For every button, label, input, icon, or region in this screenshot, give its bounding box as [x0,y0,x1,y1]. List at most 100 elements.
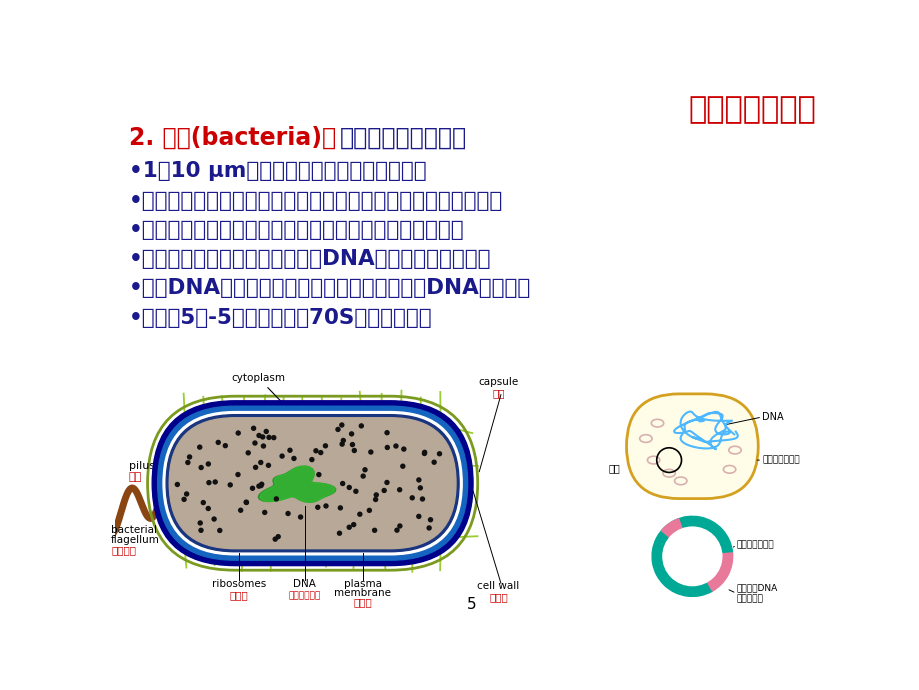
Circle shape [346,485,352,490]
Circle shape [323,443,328,448]
Circle shape [417,485,423,491]
Circle shape [336,531,342,536]
Circle shape [217,528,222,533]
Circle shape [394,527,399,533]
Wedge shape [661,519,682,538]
Text: 原核细胞的典型代表: 原核细胞的典型代表 [339,126,466,150]
Circle shape [381,488,387,493]
Circle shape [187,454,192,460]
Circle shape [400,464,405,469]
Circle shape [266,435,271,440]
Circle shape [291,456,296,461]
Circle shape [309,457,314,462]
Text: 质粒: 质粒 [607,463,619,473]
Circle shape [222,443,228,448]
Text: •细胞壁的主要成分为肽聚糖；有些菌壁外有多肽和多糖组成荚膜: •细胞壁的主要成分为肽聚糖；有些菌壁外有多肽和多糖组成荚膜 [129,190,503,210]
Circle shape [426,525,431,531]
Circle shape [340,437,346,443]
Text: 抗生素抗性基因: 抗生素抗性基因 [736,540,773,549]
Circle shape [245,450,251,455]
Circle shape [266,462,271,468]
Circle shape [314,504,320,510]
Circle shape [372,497,378,502]
Circle shape [200,500,206,505]
Circle shape [350,522,356,527]
Circle shape [198,520,203,526]
Circle shape [238,508,244,513]
Circle shape [384,445,390,450]
Circle shape [339,442,345,447]
Circle shape [437,451,442,457]
Circle shape [367,508,371,513]
Circle shape [244,500,249,505]
Text: 细胞膜: 细胞膜 [353,598,372,608]
Circle shape [357,511,362,517]
FancyBboxPatch shape [166,415,459,552]
Circle shape [253,464,258,470]
Text: 2. 细菌(bacteria)是: 2. 细菌(bacteria)是 [129,126,335,150]
Circle shape [227,482,233,488]
Text: DNA: DNA [761,412,783,422]
Circle shape [415,477,421,482]
Text: 5: 5 [466,598,476,612]
Circle shape [431,460,437,465]
Text: •1～10 μm大小，分为球菌、杆菌和螺旋菌: •1～10 μm大小，分为球菌、杆菌和螺旋菌 [129,161,426,181]
Circle shape [199,528,203,533]
Circle shape [244,500,249,505]
Text: flagellum: flagellum [111,535,160,545]
Circle shape [312,448,318,453]
Circle shape [212,480,218,484]
Circle shape [279,453,285,459]
FancyBboxPatch shape [157,406,467,560]
Text: 大肠杆菌细胞膜: 大肠杆菌细胞膜 [761,455,799,464]
Polygon shape [260,466,335,502]
Text: 脱氧核糖核酸: 脱氧核糖核酸 [289,591,321,600]
Text: 核糖体: 核糖体 [230,590,248,600]
Circle shape [275,534,280,540]
Circle shape [206,461,210,466]
Circle shape [272,536,278,542]
Circle shape [384,430,390,435]
Text: •环状DNA分子，无内含子；胞质中常有环状的DNA（质粒）: •环状DNA分子，无内含子；胞质中常有环状的DNA（质粒） [129,278,530,298]
Text: •细胞膜常分为内膜、外膜和膜间隙；内膜上有呼吸链酶等: •细胞膜常分为内膜、外膜和膜间隙；内膜上有呼吸链酶等 [129,220,464,240]
Text: capsule: capsule [478,377,518,387]
Circle shape [427,517,433,522]
Circle shape [415,513,421,519]
Circle shape [353,489,358,494]
Circle shape [205,506,210,511]
Circle shape [184,491,189,497]
Text: DNA: DNA [293,579,316,589]
Circle shape [362,467,368,473]
Circle shape [409,495,414,500]
Circle shape [263,428,268,434]
Text: •每个菌5千-5万个核糖体（70S），大多游离: •每个菌5千-5万个核糖体（70S），大多游离 [129,308,432,328]
Text: •细胞膜有时内陷形成中间体，与DNA复制和细胞分裂有关: •细胞膜有时内陷形成中间体，与DNA复制和细胞分裂有关 [129,249,491,269]
Circle shape [271,435,277,440]
Text: cell wall: cell wall [477,582,519,591]
Circle shape [323,503,328,509]
Circle shape [335,426,340,432]
Text: 菌毛: 菌毛 [129,472,142,482]
Circle shape [360,473,366,479]
Text: 细胞的基本概念: 细胞的基本概念 [688,95,815,124]
Circle shape [252,440,257,446]
Text: membrane: membrane [335,588,391,598]
Wedge shape [652,516,732,596]
Circle shape [175,482,180,487]
Circle shape [273,496,278,502]
FancyBboxPatch shape [626,394,757,499]
Circle shape [250,486,255,491]
Polygon shape [258,466,335,502]
Circle shape [351,448,357,453]
FancyBboxPatch shape [152,401,472,566]
Text: 荚膜: 荚膜 [492,388,505,398]
Circle shape [318,450,323,455]
Circle shape [663,527,721,586]
Text: bacterial: bacterial [111,525,157,535]
Circle shape [298,514,303,520]
Circle shape [371,528,377,533]
Text: 细菌鞭毛: 细菌鞭毛 [111,545,136,555]
Circle shape [262,510,267,515]
Circle shape [368,449,373,455]
Circle shape [422,450,427,455]
